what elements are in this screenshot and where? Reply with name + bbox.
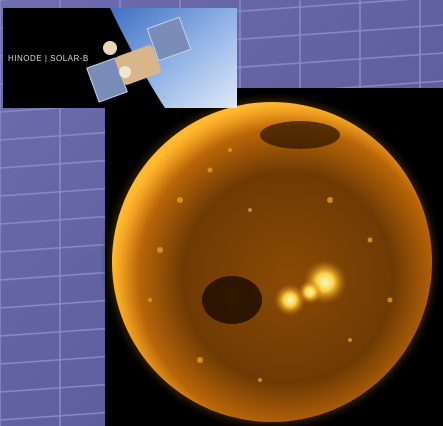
- logo-text: HINODE | SOLAR-B: [8, 54, 89, 63]
- bright-points: [148, 148, 393, 382]
- earth-image: [110, 8, 237, 108]
- dark-region: [260, 121, 340, 149]
- satellite: [86, 16, 192, 103]
- sun-disk: [112, 102, 432, 422]
- coronal-hole: [202, 276, 262, 324]
- active-region: [298, 280, 322, 304]
